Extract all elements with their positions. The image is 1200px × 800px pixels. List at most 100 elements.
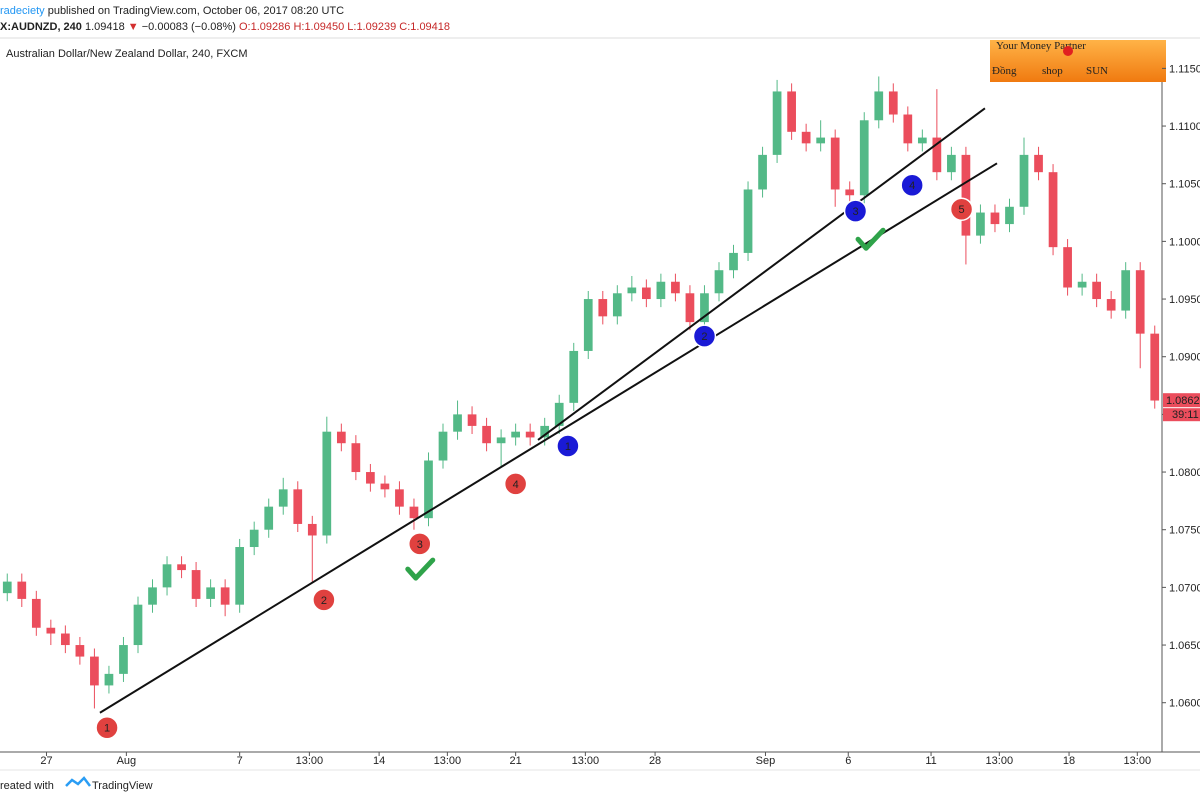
candle-body [917, 137, 927, 144]
candle-body [75, 645, 85, 657]
candle-body [1077, 281, 1087, 288]
candle-body [801, 131, 811, 144]
header-line: radeciety published on TradingView.com, … [0, 5, 344, 17]
candle-body [133, 604, 143, 646]
candle-body [409, 506, 419, 519]
candle-body [554, 402, 564, 426]
candle-body [1092, 281, 1101, 300]
candle-body [395, 489, 404, 507]
candle-body [729, 252, 738, 271]
footer-brand[interactable]: TradingView [92, 780, 153, 792]
candle-body [903, 114, 913, 144]
x-tick-label: 13:00 [986, 755, 1014, 767]
candle-body [1034, 154, 1043, 173]
publisher[interactable]: radeciety [0, 5, 45, 17]
y-tick-label: 1.11500 [1169, 63, 1200, 75]
logo-word: Đồng [992, 65, 1017, 77]
candle-body [191, 570, 201, 599]
x-tick-label: 21 [510, 755, 522, 767]
candle-body [1005, 206, 1014, 225]
x-tick-label: 7 [237, 755, 243, 767]
change: −0.00083 (−0.08%) [142, 21, 236, 33]
candle-body [874, 91, 884, 121]
candle-body [366, 472, 375, 484]
candle-body [220, 587, 230, 605]
candle-body [700, 293, 709, 323]
x-tick-label: 18 [1063, 755, 1075, 767]
footer-icon [65, 776, 91, 787]
candle-body [351, 443, 361, 473]
last: 1.09418 [85, 21, 125, 33]
candle-body [888, 91, 898, 115]
marker [949, 197, 974, 221]
candle-body [17, 581, 27, 599]
x-tick-label: 13:00 [572, 755, 600, 767]
candle-body [46, 627, 56, 634]
candle-body [249, 529, 259, 548]
quote-line: X:AUDNZD, 240 1.09418 ▼ −0.00083 (−0.08%… [0, 21, 450, 33]
marker [312, 588, 336, 612]
footer-created: reated with [0, 780, 54, 792]
marker-label: 3 [417, 539, 423, 551]
candle-body [787, 91, 796, 132]
candle-body [1063, 247, 1072, 288]
x-tick-label: Aug [117, 755, 137, 767]
y-tick-label: 1.09500 [1169, 294, 1200, 306]
candle-body [467, 414, 477, 426]
marker-label: 4 [909, 180, 915, 192]
candle-body [453, 414, 462, 432]
published: published on TradingView.com, October 06… [48, 5, 344, 17]
candle-body [119, 645, 128, 674]
candle-body [671, 281, 680, 294]
x-tick-label: 27 [40, 755, 52, 767]
x-tick-label: 11 [925, 755, 936, 767]
candle-body [496, 437, 506, 444]
marker-label: 2 [321, 595, 327, 607]
candle-body [307, 523, 317, 536]
candle-body [598, 299, 608, 317]
candle-body [583, 299, 593, 351]
high: H:1.09450 [293, 21, 344, 33]
marker-label: 3 [852, 206, 858, 218]
close: C:1.09418 [399, 21, 450, 33]
arrow: ▼ [128, 21, 139, 33]
y-tick-label: 1.07500 [1169, 525, 1200, 537]
candle-body [1048, 172, 1058, 248]
y-tick-label: 1.07000 [1169, 582, 1200, 594]
candle-body [162, 564, 172, 588]
candle-body [511, 431, 520, 438]
candle-body [61, 633, 70, 646]
candle-body [540, 425, 550, 438]
candle-body [482, 425, 491, 444]
candle-body [612, 293, 622, 317]
checkmark [855, 227, 886, 251]
candle-body [1121, 270, 1131, 311]
candle-body [758, 154, 767, 190]
candle-body [235, 547, 245, 605]
candle-body [961, 154, 971, 236]
candle-body [743, 189, 753, 253]
logo-brand: SUN [1086, 65, 1108, 77]
y-tick-label: 1.08000 [1169, 467, 1200, 479]
symbol: X:AUDNZD, 240 [0, 21, 82, 33]
candle-body [380, 483, 390, 490]
open: O:1.09286 [239, 21, 290, 33]
candle-body [336, 431, 346, 444]
candle-body [293, 489, 303, 524]
candle-body [859, 120, 869, 196]
logo-box [990, 40, 1166, 82]
marker [503, 472, 528, 496]
candle-body [656, 281, 666, 300]
candle-body [1150, 333, 1160, 401]
marker-label: 4 [513, 479, 519, 491]
candle-body [714, 270, 724, 294]
trendline [99, 162, 998, 714]
marker-label: 1 [104, 723, 110, 735]
candle-body [90, 656, 99, 686]
y-tick-label: 1.10500 [1169, 179, 1200, 191]
candle-body [278, 489, 288, 507]
candle-body [264, 506, 274, 530]
